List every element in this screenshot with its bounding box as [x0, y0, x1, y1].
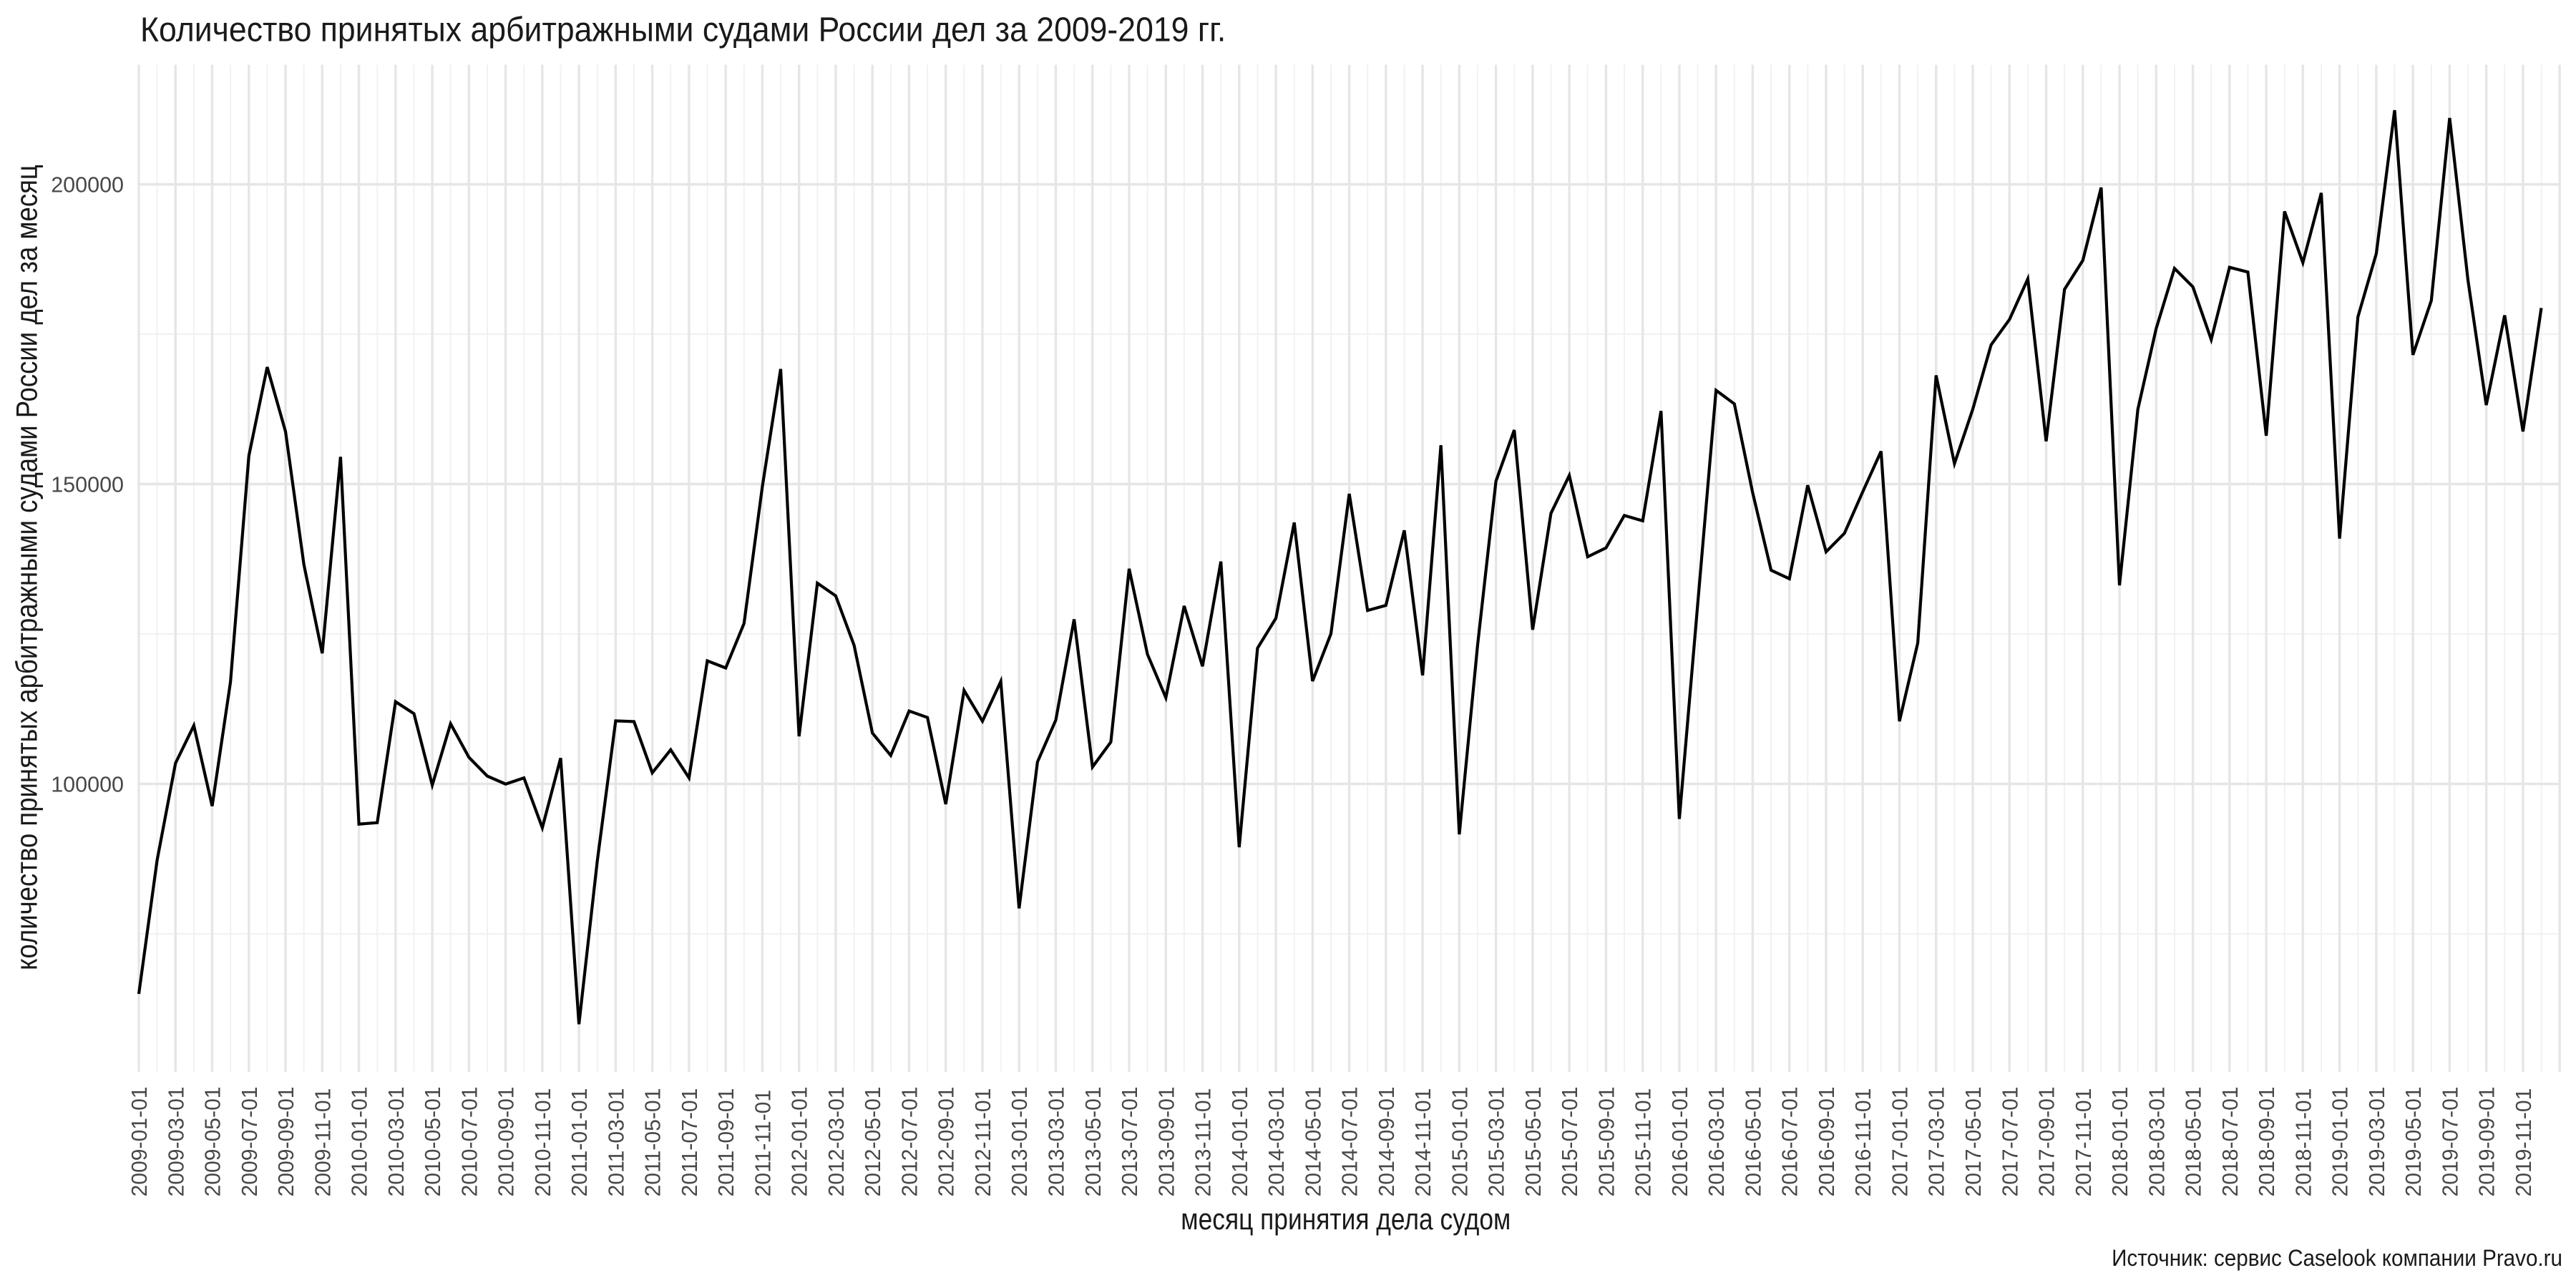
svg-text:2016-11-01: 2016-11-01 — [1852, 1088, 1875, 1197]
svg-text:100000: 100000 — [51, 772, 124, 796]
svg-text:2019-05-01: 2019-05-01 — [2402, 1086, 2426, 1196]
svg-text:2016-05-01: 2016-05-01 — [1742, 1086, 1765, 1196]
svg-text:2014-07-01: 2014-07-01 — [1339, 1086, 1362, 1196]
svg-text:количество принятых арбитражны: количество принятых арбитражными судами … — [10, 165, 44, 970]
svg-text:2009-05-01: 2009-05-01 — [202, 1086, 225, 1196]
svg-text:2015-01-01: 2015-01-01 — [1448, 1086, 1472, 1196]
svg-text:2018-03-01: 2018-03-01 — [2145, 1086, 2169, 1196]
svg-text:2017-01-01: 2017-01-01 — [1889, 1086, 1913, 1196]
svg-text:2013-03-01: 2013-03-01 — [1045, 1086, 1069, 1196]
svg-text:200000: 200000 — [51, 173, 124, 197]
svg-text:2012-05-01: 2012-05-01 — [862, 1086, 885, 1196]
svg-text:2009-07-01: 2009-07-01 — [238, 1086, 262, 1196]
svg-text:2016-09-01: 2016-09-01 — [1815, 1086, 1839, 1196]
svg-text:Количество принятых арбитражны: Количество принятых арбитражными судами … — [140, 10, 1226, 49]
svg-text:2011-07-01: 2011-07-01 — [678, 1088, 702, 1197]
svg-text:2019-03-01: 2019-03-01 — [2366, 1086, 2389, 1196]
svg-text:2013-01-01: 2013-01-01 — [1008, 1086, 1032, 1196]
svg-text:150000: 150000 — [51, 472, 124, 497]
svg-text:2015-09-01: 2015-09-01 — [1595, 1086, 1619, 1196]
svg-text:2014-09-01: 2014-09-01 — [1375, 1086, 1399, 1196]
svg-text:2011-11-01: 2011-11-01 — [751, 1090, 775, 1196]
svg-text:2009-11-01: 2009-11-01 — [311, 1088, 335, 1197]
svg-text:2018-07-01: 2018-07-01 — [2219, 1086, 2243, 1196]
svg-text:2014-03-01: 2014-03-01 — [1265, 1086, 1289, 1196]
svg-text:2019-07-01: 2019-07-01 — [2439, 1086, 2462, 1196]
svg-text:2018-05-01: 2018-05-01 — [2182, 1086, 2206, 1196]
svg-text:2012-07-01: 2012-07-01 — [899, 1086, 922, 1196]
svg-text:2009-03-01: 2009-03-01 — [165, 1086, 188, 1196]
svg-text:2010-01-01: 2010-01-01 — [348, 1086, 372, 1196]
svg-text:2019-01-01: 2019-01-01 — [2329, 1086, 2353, 1196]
svg-text:2014-11-01: 2014-11-01 — [1412, 1088, 1435, 1197]
svg-text:2010-11-01: 2010-11-01 — [532, 1088, 555, 1197]
svg-text:2011-09-01: 2011-09-01 — [715, 1088, 738, 1197]
svg-text:2015-05-01: 2015-05-01 — [1522, 1086, 1546, 1196]
svg-text:2018-11-01: 2018-11-01 — [2292, 1088, 2316, 1197]
svg-text:2013-05-01: 2013-05-01 — [1082, 1086, 1106, 1196]
svg-text:2012-09-01: 2012-09-01 — [935, 1086, 959, 1196]
svg-text:2012-01-01: 2012-01-01 — [789, 1086, 812, 1196]
svg-text:2016-03-01: 2016-03-01 — [1705, 1086, 1729, 1196]
svg-text:2014-05-01: 2014-05-01 — [1302, 1086, 1325, 1196]
svg-text:2013-09-01: 2013-09-01 — [1155, 1086, 1179, 1196]
svg-text:2017-03-01: 2017-03-01 — [1926, 1086, 1949, 1196]
svg-text:2019-09-01: 2019-09-01 — [2476, 1086, 2499, 1196]
svg-text:2015-07-01: 2015-07-01 — [1558, 1086, 1582, 1196]
svg-text:2013-07-01: 2013-07-01 — [1118, 1086, 1142, 1196]
svg-text:2016-07-01: 2016-07-01 — [1779, 1086, 1802, 1196]
svg-text:2009-09-01: 2009-09-01 — [275, 1086, 298, 1196]
svg-text:2017-05-01: 2017-05-01 — [1962, 1086, 1986, 1196]
svg-text:2019-11-01: 2019-11-01 — [2512, 1088, 2536, 1197]
svg-text:2017-11-01: 2017-11-01 — [2072, 1088, 2096, 1197]
svg-text:2017-07-01: 2017-07-01 — [1999, 1086, 2022, 1196]
svg-text:2010-09-01: 2010-09-01 — [495, 1086, 519, 1196]
svg-text:2010-05-01: 2010-05-01 — [421, 1086, 445, 1196]
svg-text:2011-03-01: 2011-03-01 — [605, 1088, 628, 1197]
svg-text:2016-01-01: 2016-01-01 — [1669, 1086, 1692, 1196]
svg-text:2015-11-01: 2015-11-01 — [1632, 1088, 1656, 1197]
svg-text:Источник: сервис Caselook комп: Источник: сервис Caselook компании Pravo… — [2112, 1245, 2562, 1271]
svg-text:2018-01-01: 2018-01-01 — [2109, 1086, 2132, 1196]
svg-text:2012-03-01: 2012-03-01 — [825, 1086, 849, 1196]
svg-text:2010-03-01: 2010-03-01 — [385, 1086, 409, 1196]
svg-text:2017-09-01: 2017-09-01 — [2036, 1086, 2059, 1196]
svg-text:2011-05-01: 2011-05-01 — [642, 1088, 665, 1197]
svg-text:2012-11-01: 2012-11-01 — [972, 1088, 995, 1197]
svg-text:2014-01-01: 2014-01-01 — [1229, 1086, 1252, 1196]
svg-text:месяц принятия дела судом: месяц принятия дела судом — [1181, 1203, 1511, 1236]
svg-text:2011-01-01: 2011-01-01 — [568, 1088, 592, 1197]
svg-text:2013-11-01: 2013-11-01 — [1192, 1088, 1216, 1197]
svg-text:2018-09-01: 2018-09-01 — [2255, 1086, 2279, 1196]
svg-text:2009-01-01: 2009-01-01 — [128, 1086, 152, 1196]
svg-text:2015-03-01: 2015-03-01 — [1485, 1086, 1509, 1196]
svg-text:2010-07-01: 2010-07-01 — [458, 1086, 482, 1196]
